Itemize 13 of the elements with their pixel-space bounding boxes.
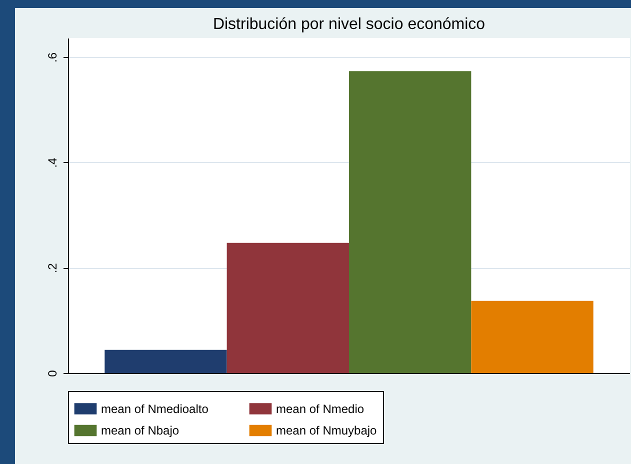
- chart-title: Distribución por nivel socio económico: [212, 16, 486, 33]
- legend-label: mean of Nbajo: [101, 424, 180, 438]
- bar: [104, 350, 227, 373]
- bar: [349, 71, 472, 373]
- bar: [471, 300, 594, 373]
- y-tick-label: .2: [46, 262, 60, 274]
- y-tick-label: .6: [46, 52, 60, 62]
- legend-label: mean of Nmedio: [276, 402, 364, 416]
- y-tick-label: 0: [46, 370, 60, 377]
- y-tick-label: .4: [46, 157, 60, 168]
- legend-label: mean of Nmedioalto: [101, 402, 209, 416]
- legend-label: mean of Nmuybajo: [276, 424, 378, 438]
- bar: [226, 242, 349, 373]
